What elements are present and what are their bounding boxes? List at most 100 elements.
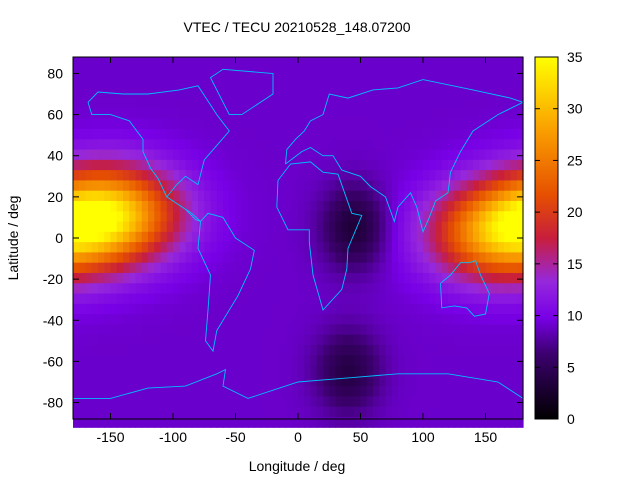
heatmap-cell	[435, 324, 443, 336]
heatmap-cell	[391, 262, 399, 274]
heatmap-cell	[173, 355, 180, 367]
heatmap-cell	[504, 303, 512, 315]
heatmap-cell	[435, 87, 443, 99]
heatmap-cell	[110, 355, 118, 367]
heatmap-cell	[410, 108, 418, 120]
heatmap-cell	[173, 200, 180, 212]
heatmap-cell	[441, 221, 449, 233]
heatmap-cell	[241, 303, 249, 315]
heatmap-cell	[510, 139, 518, 151]
heatmap-cell	[291, 87, 299, 99]
heatmap-cell	[116, 118, 124, 130]
heatmap-cell	[185, 365, 193, 377]
heatmap-cell	[485, 77, 493, 89]
heatmap-cell	[254, 242, 262, 253]
heatmap-cell	[179, 98, 187, 110]
heatmap-cell	[154, 344, 162, 356]
heatmap-cell	[354, 386, 362, 397]
heatmap-cell	[273, 303, 280, 315]
heatmap-cell	[360, 57, 368, 68]
heatmap-cell	[104, 77, 112, 89]
heatmap-cell	[185, 242, 193, 253]
heatmap-cell	[354, 98, 362, 110]
heatmap-cell	[154, 406, 162, 418]
coastline-greenland	[209, 68, 274, 116]
heatmap-cell	[123, 67, 130, 79]
heatmap-cell	[129, 170, 137, 182]
heatmap-cell	[335, 365, 343, 377]
heatmap-cell	[273, 211, 280, 223]
heatmap-cell	[454, 108, 462, 120]
heatmap-cell	[98, 303, 105, 315]
heatmap-cell	[341, 98, 349, 110]
heatmap-cell	[216, 200, 224, 212]
heatmap-cell	[310, 87, 318, 99]
heatmap-cell	[416, 77, 424, 89]
heatmap-cell	[354, 190, 362, 202]
heatmap-cell	[185, 272, 193, 284]
heatmap-cell	[191, 416, 199, 428]
heatmap-cell	[210, 221, 218, 233]
heatmap-cell	[104, 128, 112, 140]
heatmap-cell	[498, 303, 505, 315]
heatmap-cell	[504, 262, 512, 274]
heatmap-cell	[354, 355, 362, 367]
heatmap-cell	[360, 139, 368, 151]
heatmap-cell	[198, 57, 205, 68]
heatmap-cell	[173, 221, 180, 233]
heatmap-cell	[404, 406, 412, 418]
heatmap-cell	[135, 77, 143, 89]
heatmap-cell	[241, 87, 249, 99]
heatmap-cell	[304, 221, 312, 233]
heatmap-cell	[385, 252, 393, 264]
heatmap-cell	[323, 416, 330, 428]
heatmap-cell	[279, 386, 287, 397]
heatmap-cell	[204, 180, 212, 192]
heatmap-cell	[248, 375, 255, 387]
heatmap-cell	[348, 87, 355, 99]
heatmap-cell	[460, 283, 468, 295]
heatmap-cell	[329, 355, 337, 367]
heatmap-cell	[298, 128, 305, 140]
heatmap-cell	[398, 221, 405, 233]
heatmap-cell	[110, 128, 118, 140]
heatmap-cell	[379, 149, 387, 161]
heatmap-cell	[310, 128, 318, 140]
heatmap-cell	[354, 200, 362, 212]
heatmap-cell	[185, 375, 193, 387]
heatmap-cell	[173, 334, 180, 346]
heatmap-cell	[441, 283, 449, 295]
heatmap-cell	[229, 108, 237, 120]
heatmap-cell	[373, 139, 380, 151]
heatmap-cell	[254, 283, 262, 295]
heatmap-cell	[229, 200, 237, 212]
heatmap-cell	[291, 67, 299, 79]
heatmap-cell	[391, 303, 399, 315]
heatmap-cell	[335, 118, 343, 130]
heatmap-cell	[91, 57, 99, 68]
heatmap-cell	[110, 252, 118, 264]
heatmap-cell	[229, 375, 237, 387]
heatmap-cell	[423, 200, 430, 212]
heatmap-cell	[504, 77, 512, 89]
heatmap-cell	[216, 365, 224, 377]
heatmap-cell	[85, 67, 93, 79]
heatmap-cell	[304, 108, 312, 120]
heatmap-cell	[510, 77, 518, 89]
heatmap-cell	[298, 334, 305, 346]
heatmap-cell	[448, 355, 455, 367]
heatmap-cell	[179, 211, 187, 223]
heatmap-cell	[285, 221, 293, 233]
heatmap-cell	[116, 67, 124, 79]
heatmap-cell	[335, 416, 343, 428]
heatmap-cell	[398, 334, 405, 346]
heatmap-cell	[429, 262, 437, 274]
heatmap-cell	[116, 108, 124, 120]
heatmap-cell	[229, 231, 237, 243]
heatmap-cell	[241, 262, 249, 274]
heatmap-cell	[504, 211, 512, 223]
heatmap-cell	[441, 170, 449, 182]
heatmap-cell	[291, 98, 299, 110]
heatmap-cell	[491, 170, 499, 182]
heatmap-cell	[73, 98, 80, 110]
